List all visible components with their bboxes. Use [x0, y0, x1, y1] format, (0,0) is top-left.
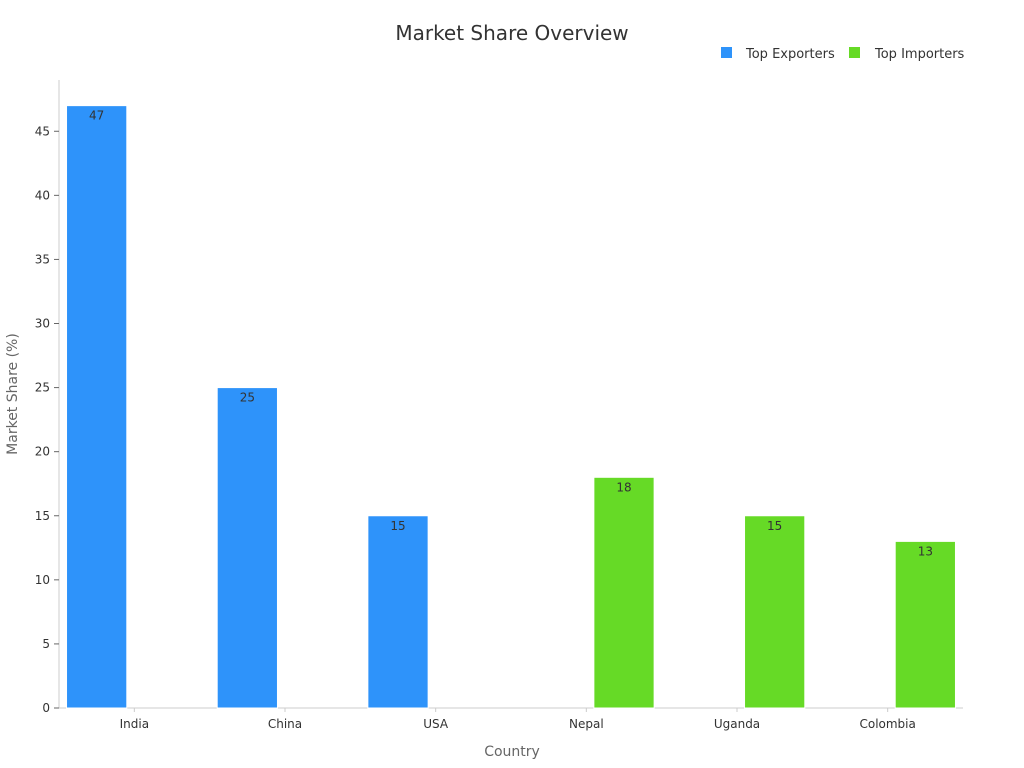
y-tick-label: 35 — [35, 252, 50, 266]
y-tick-label: 15 — [35, 509, 50, 523]
legend-swatch-top-exporters — [721, 47, 732, 58]
chart-title: Market Share Overview — [395, 21, 628, 45]
bar-usa — [367, 515, 429, 709]
data-label-colombia: 13 — [918, 544, 933, 558]
x-tick-label: Nepal — [569, 717, 604, 731]
legend-swatch-top-importers — [849, 47, 860, 58]
bar-india — [66, 105, 128, 709]
y-tick-label: 40 — [35, 188, 50, 202]
legend-label-top-importers: Top Importers — [874, 47, 965, 62]
x-tick-label: China — [268, 717, 302, 731]
bar-colombia — [894, 540, 956, 709]
y-tick-label: 10 — [35, 573, 50, 587]
y-axis-title: Market Share (%) — [5, 333, 21, 455]
x-tick-label: India — [120, 717, 149, 731]
data-label-china: 25 — [240, 391, 255, 405]
x-tick-label: Uganda — [714, 717, 760, 731]
bar-nepal — [593, 476, 655, 709]
y-axis-ticks: 0 5 10 15 20 25 30 35 40 45 — [35, 124, 59, 715]
data-label-nepal: 18 — [616, 480, 631, 494]
x-tick-label: Colombia — [859, 717, 915, 731]
data-label-uganda: 15 — [767, 519, 782, 533]
y-tick-label: 0 — [42, 701, 50, 715]
y-tick-label: 20 — [35, 445, 50, 459]
y-tick-label: 5 — [42, 637, 50, 651]
bar-uganda — [744, 515, 806, 709]
y-tick-label: 45 — [35, 124, 50, 138]
x-axis-title: Country — [484, 744, 540, 760]
y-tick-label: 25 — [35, 381, 50, 395]
y-tick-label: 30 — [35, 317, 50, 331]
x-axis-ticks: India China USA Nepal Uganda Colombia — [120, 708, 916, 731]
data-label-india: 47 — [89, 109, 104, 123]
bar-china — [216, 387, 278, 709]
x-tick-label: USA — [423, 717, 449, 731]
chart-legend: Top Exporters Top Importers — [721, 47, 965, 62]
data-label-usa: 15 — [390, 519, 405, 533]
legend-label-top-exporters: Top Exporters — [745, 47, 835, 62]
plot-area: 0 5 10 15 20 25 30 35 40 45 47 25 15 18 15 13 India Chi… — [35, 80, 963, 731]
bars: 47 25 15 18 15 13 — [66, 105, 956, 709]
